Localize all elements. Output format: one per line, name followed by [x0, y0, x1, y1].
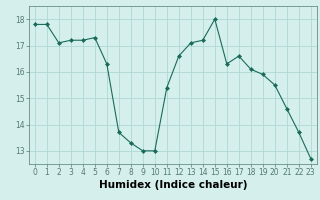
X-axis label: Humidex (Indice chaleur): Humidex (Indice chaleur) [99, 180, 247, 190]
